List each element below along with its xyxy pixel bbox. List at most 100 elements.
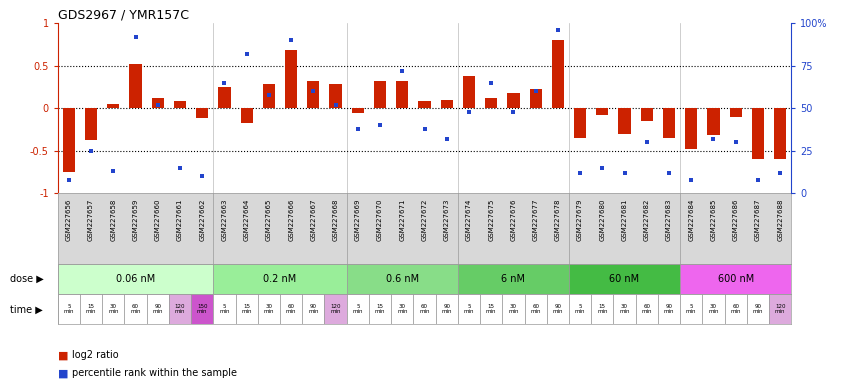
Bar [569,294,591,324]
Text: GSM227687: GSM227687 [755,199,761,242]
Text: 60
min: 60 min [130,305,141,314]
Text: 15
min: 15 min [86,305,96,314]
Bar [480,294,503,324]
Text: GSM227684: GSM227684 [689,199,694,241]
Bar [569,264,680,294]
Text: 30
min: 30 min [108,305,119,314]
Bar [707,108,720,136]
Text: GSM227679: GSM227679 [577,199,583,242]
Text: GSM227661: GSM227661 [177,199,183,242]
Text: GDS2967 / YMR157C: GDS2967 / YMR157C [58,9,188,22]
Bar [547,294,569,324]
Text: GSM227672: GSM227672 [421,199,428,241]
Text: 6 nM: 6 nM [502,274,526,284]
Bar [503,294,525,324]
Bar [213,294,235,324]
Bar [641,108,653,121]
Text: 5
min: 5 min [352,305,363,314]
Text: 120
min: 120 min [775,305,785,314]
Bar [552,40,564,108]
Bar [374,81,386,108]
Bar [107,104,120,108]
Text: 15
min: 15 min [597,305,608,314]
Text: dose ▶: dose ▶ [10,274,44,284]
Bar [63,108,75,172]
Text: 90
min: 90 min [553,305,563,314]
Bar [307,81,319,108]
Text: 30
min: 30 min [619,305,630,314]
Text: GSM227678: GSM227678 [555,199,561,242]
Text: 30
min: 30 min [708,305,719,314]
Text: 5
min: 5 min [219,305,230,314]
Bar [391,294,413,324]
Text: 120
min: 120 min [330,305,340,314]
Bar [530,89,542,108]
Bar [396,81,408,108]
Text: GSM227668: GSM227668 [333,199,339,242]
Text: 30
min: 30 min [397,305,408,314]
Bar [747,294,769,324]
Bar [663,108,675,138]
Text: GSM227676: GSM227676 [510,199,516,242]
Bar [80,294,102,324]
Bar [702,294,724,324]
Bar [658,294,680,324]
Bar [240,108,253,124]
Bar [769,294,791,324]
Bar [85,108,97,141]
Text: 120
min: 120 min [175,305,185,314]
Bar [174,101,186,108]
Text: 0.2 nM: 0.2 nM [263,274,296,284]
Text: GSM227657: GSM227657 [88,199,94,241]
Bar [235,294,258,324]
Bar [724,294,747,324]
Text: GSM227656: GSM227656 [66,199,72,241]
Text: 5
min: 5 min [464,305,475,314]
Bar [58,294,80,324]
Text: GSM227670: GSM227670 [377,199,383,242]
Bar [258,294,280,324]
Bar [351,108,364,113]
Text: 150
min: 150 min [197,305,207,314]
Bar [346,264,458,294]
Text: GSM227667: GSM227667 [311,199,317,242]
Text: 90
min: 90 min [753,305,763,314]
Bar [436,294,458,324]
Text: GSM227685: GSM227685 [711,199,717,241]
Text: GSM227682: GSM227682 [644,199,649,241]
Bar [685,108,697,149]
Text: GSM227686: GSM227686 [733,199,739,242]
Text: 60
min: 60 min [286,305,296,314]
Bar [285,50,297,108]
Text: 30
min: 30 min [264,305,274,314]
Text: GSM227669: GSM227669 [355,199,361,242]
Text: GSM227664: GSM227664 [244,199,250,241]
Bar [413,294,436,324]
Bar [58,264,213,294]
Text: 60
min: 60 min [419,305,430,314]
Bar [324,294,346,324]
Text: GSM227677: GSM227677 [532,199,538,242]
Bar [346,294,369,324]
Bar [458,294,480,324]
Text: 60
min: 60 min [730,305,741,314]
Bar [680,264,791,294]
Text: GSM227675: GSM227675 [488,199,494,241]
Text: GSM227660: GSM227660 [155,199,160,242]
Bar [213,264,346,294]
Bar [369,294,391,324]
Text: 15
min: 15 min [486,305,497,314]
Text: ■: ■ [58,368,68,378]
Text: GSM227674: GSM227674 [466,199,472,241]
Text: GSM227683: GSM227683 [666,199,672,242]
Bar [729,108,742,117]
Bar [458,264,569,294]
Text: 90
min: 90 min [153,305,163,314]
Text: GSM227665: GSM227665 [266,199,272,241]
Bar [302,294,324,324]
Bar [618,108,631,134]
Bar [419,101,430,108]
Bar [102,294,125,324]
Bar [218,87,231,108]
Text: time ▶: time ▶ [10,305,42,314]
